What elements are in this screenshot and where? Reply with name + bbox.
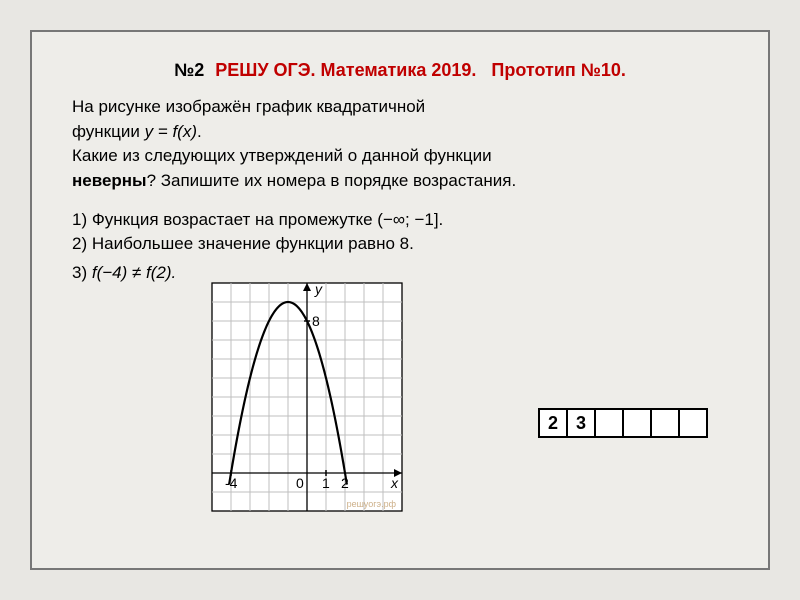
option-2: 2) Наибольшее значение функции равно 8. <box>72 232 728 257</box>
option-3: 3) f(−4) ≠ f(2). <box>72 261 176 286</box>
answer-cell <box>678 408 708 438</box>
svg-text:-4: -4 <box>225 475 238 491</box>
answer-cell: 2 <box>538 408 568 438</box>
svg-text:решуогэ.рф: решуогэ.рф <box>347 499 397 509</box>
header-proto: Прототип №10. <box>491 60 625 80</box>
svg-text:y: y <box>314 281 323 297</box>
chart-parabola: yx8012-4решуогэ.рф <box>202 279 728 532</box>
problem-line1a: На рисунке изображён график квадратичной <box>72 95 728 120</box>
svg-text:1: 1 <box>322 475 330 491</box>
problem-text: На рисунке изображён график квадратичной… <box>72 95 728 285</box>
problem-line3: неверны? Запишите их номера в порядке во… <box>72 169 728 194</box>
answer-cell <box>622 408 652 438</box>
svg-text:8: 8 <box>312 313 320 329</box>
answer-cell <box>650 408 680 438</box>
task-number: №2 <box>174 60 204 80</box>
svg-text:2: 2 <box>341 475 349 491</box>
answer-cell <box>594 408 624 438</box>
option-1: 1) Функция возрастает на промежутке (−∞;… <box>72 208 728 233</box>
header-site: РЕШУ ОГЭ. <box>215 60 315 80</box>
svg-text:x: x <box>390 475 399 491</box>
problem-line1b: функции y = f(x). <box>72 120 728 145</box>
slide-container: №2 РЕШУ ОГЭ. Математика 2019. Прототип №… <box>30 30 770 570</box>
answer-cell: 3 <box>566 408 596 438</box>
header-subject: Математика 2019. <box>321 60 477 80</box>
answer-boxes: 2 3 <box>538 408 708 438</box>
svg-text:0: 0 <box>296 475 304 491</box>
problem-line2: Какие из следующих утверждений о данной … <box>72 144 728 169</box>
header: №2 РЕШУ ОГЭ. Математика 2019. Прототип №… <box>72 60 728 81</box>
